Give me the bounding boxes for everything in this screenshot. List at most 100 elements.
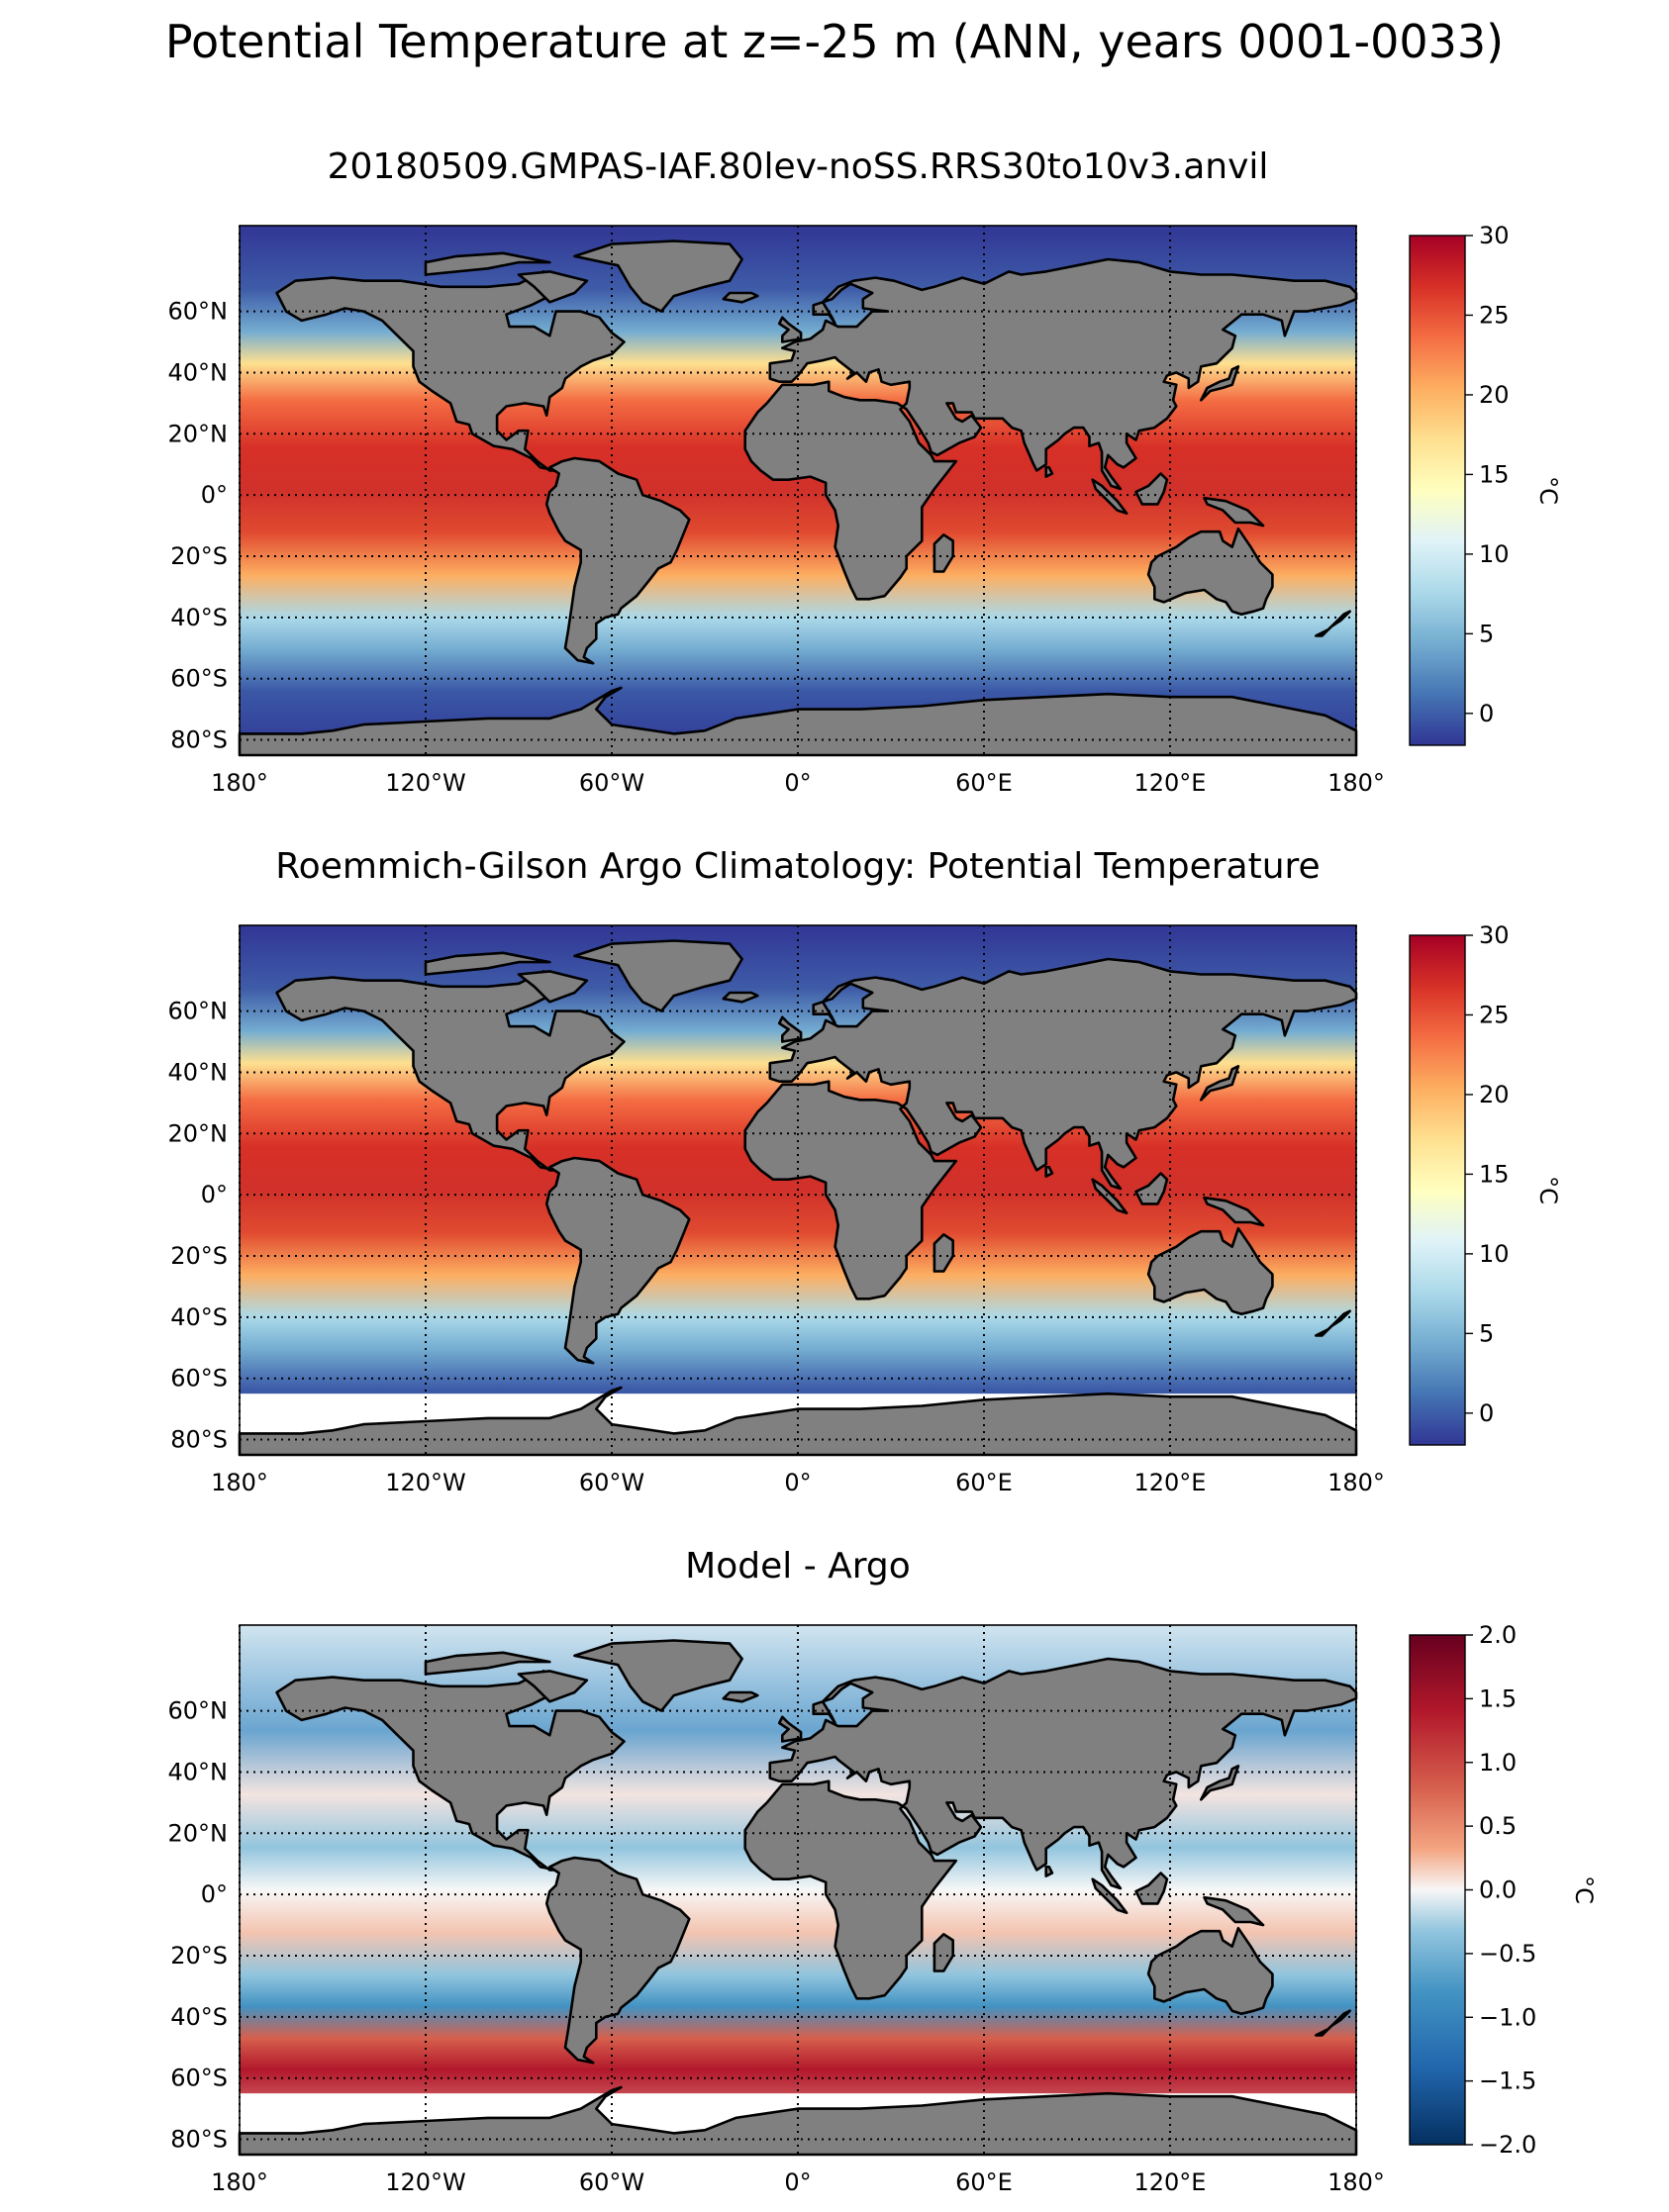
colorbar-tick-label: 15 bbox=[1479, 460, 1510, 488]
landmass-borneo bbox=[1134, 1872, 1169, 1905]
landmass-antarctica bbox=[238, 2085, 1358, 2157]
landmass-sri-lanka bbox=[1044, 466, 1054, 478]
landmass-sri-lanka bbox=[1044, 1166, 1054, 1178]
landmass-greenland bbox=[573, 1639, 743, 1712]
landmass-madagascar bbox=[933, 1933, 954, 1972]
lat-tick-label: 40°S bbox=[170, 604, 228, 631]
colorbar-tick-label: 2.0 bbox=[1479, 1621, 1517, 1649]
panel-title: Roemmich-Gilson Argo Climatology: Potent… bbox=[275, 846, 1320, 887]
landmass-japan bbox=[1200, 1065, 1240, 1102]
lon-tick-label: 180° bbox=[1327, 2168, 1385, 2196]
lat-tick-label: 20°S bbox=[170, 1242, 228, 1270]
lon-tick-label: 60°E bbox=[955, 1469, 1013, 1496]
colorbar-tick-label: 20 bbox=[1479, 1081, 1510, 1108]
map-frame bbox=[239, 924, 1357, 1456]
lat-tick-label: 40°N bbox=[168, 1758, 229, 1785]
panel-title: 20180509.GMPAS-IAF.80lev-noSS.RRS30to10v… bbox=[328, 146, 1269, 187]
landmass-north-america bbox=[275, 270, 626, 472]
landmass-borneo bbox=[1134, 1172, 1169, 1205]
map-panel-model: 20180509.GMPAS-IAF.80lev-noSS.RRS30to10v… bbox=[168, 146, 1563, 797]
colorbar-label: °C bbox=[1570, 1875, 1598, 1904]
lat-tick-label: 60°S bbox=[170, 2065, 228, 2092]
lon-tick-label: 0° bbox=[784, 1469, 811, 1496]
lat-tick-label: 40°N bbox=[168, 1058, 229, 1086]
lon-tick-label: 60°W bbox=[579, 2168, 644, 2196]
landmass-north-america bbox=[275, 1670, 626, 1872]
colorbar-tick-label: 20 bbox=[1479, 381, 1510, 409]
colorbar-tick-label: −2.0 bbox=[1479, 2131, 1536, 2159]
colorbar bbox=[1409, 934, 1466, 1446]
panel-title: Model - Argo bbox=[685, 1546, 911, 1587]
landmass-iceland bbox=[722, 991, 759, 1004]
lat-tick-label: 0° bbox=[201, 481, 228, 509]
lat-tick-label: 20°S bbox=[170, 1942, 228, 1970]
map-frame bbox=[239, 1624, 1357, 2156]
landmass-greenland bbox=[573, 240, 743, 313]
lon-tick-label: 60°W bbox=[579, 1469, 644, 1496]
landmass-greenland bbox=[573, 939, 743, 1012]
landmass-uk bbox=[777, 316, 803, 343]
map-frame bbox=[239, 225, 1357, 756]
landmass-borneo bbox=[1134, 472, 1169, 506]
lon-tick-label: 60°E bbox=[955, 769, 1013, 797]
lon-tick-label: 180° bbox=[211, 769, 268, 797]
landmass-japan bbox=[1200, 365, 1240, 402]
colorbar-label: °C bbox=[1534, 1176, 1562, 1204]
landmass-baffin bbox=[517, 970, 589, 1004]
colorbar-tick-label: 30 bbox=[1479, 222, 1510, 249]
lat-tick-label: 0° bbox=[201, 1181, 228, 1208]
landmass-antarctica bbox=[238, 1386, 1358, 1457]
landmass-madagascar bbox=[933, 533, 954, 573]
lon-tick-label: 120°E bbox=[1134, 1469, 1207, 1496]
colorbar-label: °C bbox=[1534, 476, 1562, 505]
landmass-africa-eurasia bbox=[743, 257, 1358, 601]
colorbar-tick-label: 15 bbox=[1479, 1160, 1510, 1188]
colorbar-tick-label: −1.0 bbox=[1479, 2003, 1536, 2031]
lat-tick-label: 20°N bbox=[168, 420, 229, 447]
lon-tick-label: 120°W bbox=[385, 2168, 466, 2196]
lat-tick-label: 20°S bbox=[170, 542, 228, 570]
landmass-sri-lanka bbox=[1044, 1866, 1054, 1877]
colorbar-tick-label: 10 bbox=[1479, 1240, 1510, 1268]
landmass-africa-eurasia bbox=[743, 957, 1358, 1300]
colorbar-tick-label: 0 bbox=[1479, 700, 1494, 727]
lat-tick-label: 40°S bbox=[170, 1303, 228, 1331]
colorbar-tick-label: −0.5 bbox=[1479, 1940, 1536, 1968]
colorbar-tick-label: 5 bbox=[1479, 620, 1494, 647]
lat-tick-label: 60°N bbox=[168, 1697, 229, 1725]
landmass-south-america bbox=[544, 1856, 691, 2065]
lat-tick-label: 60°S bbox=[170, 665, 228, 693]
landmass-sumatra bbox=[1091, 1178, 1129, 1214]
landmass-australia bbox=[1146, 527, 1274, 616]
lat-tick-label: 40°S bbox=[170, 2003, 228, 2031]
lon-tick-label: 60°W bbox=[579, 769, 644, 797]
landmass-new-guinea bbox=[1203, 1196, 1265, 1227]
landmass-sumatra bbox=[1091, 1877, 1129, 1914]
colorbar-tick-label: 0.5 bbox=[1479, 1812, 1517, 1840]
landmass-baffin bbox=[517, 270, 589, 304]
lon-tick-label: 120°W bbox=[385, 1469, 466, 1496]
landmass-arctic-islands bbox=[424, 951, 551, 976]
landmass-iceland bbox=[722, 1690, 759, 1703]
landmass-arctic-islands bbox=[424, 251, 551, 276]
lat-tick-label: 0° bbox=[201, 1880, 228, 1908]
colorbar-tick-label: 30 bbox=[1479, 921, 1510, 949]
lon-tick-label: 120°E bbox=[1134, 2168, 1207, 2196]
lat-tick-label: 60°N bbox=[168, 298, 229, 326]
colorbar-tick-label: 0 bbox=[1479, 1399, 1494, 1427]
lon-tick-label: 180° bbox=[1327, 1469, 1385, 1496]
landmass-iceland bbox=[722, 291, 759, 304]
colorbar-tick-label: 1.5 bbox=[1479, 1684, 1517, 1712]
lon-tick-label: 60°E bbox=[955, 2168, 1013, 2196]
colorbar bbox=[1409, 235, 1466, 746]
lon-tick-label: 180° bbox=[1327, 769, 1385, 797]
colorbar-tick-label: 25 bbox=[1479, 1001, 1510, 1028]
landmass-south-america bbox=[544, 1156, 691, 1365]
lat-tick-label: 80°S bbox=[170, 1426, 228, 1454]
colorbar-tick-label: 0.0 bbox=[1479, 1876, 1517, 1904]
colorbar-tick-label: 25 bbox=[1479, 301, 1510, 329]
lon-tick-label: 0° bbox=[784, 2168, 811, 2196]
landmass-uk bbox=[777, 1015, 803, 1043]
colorbar-tick-label: 1.0 bbox=[1479, 1749, 1517, 1777]
